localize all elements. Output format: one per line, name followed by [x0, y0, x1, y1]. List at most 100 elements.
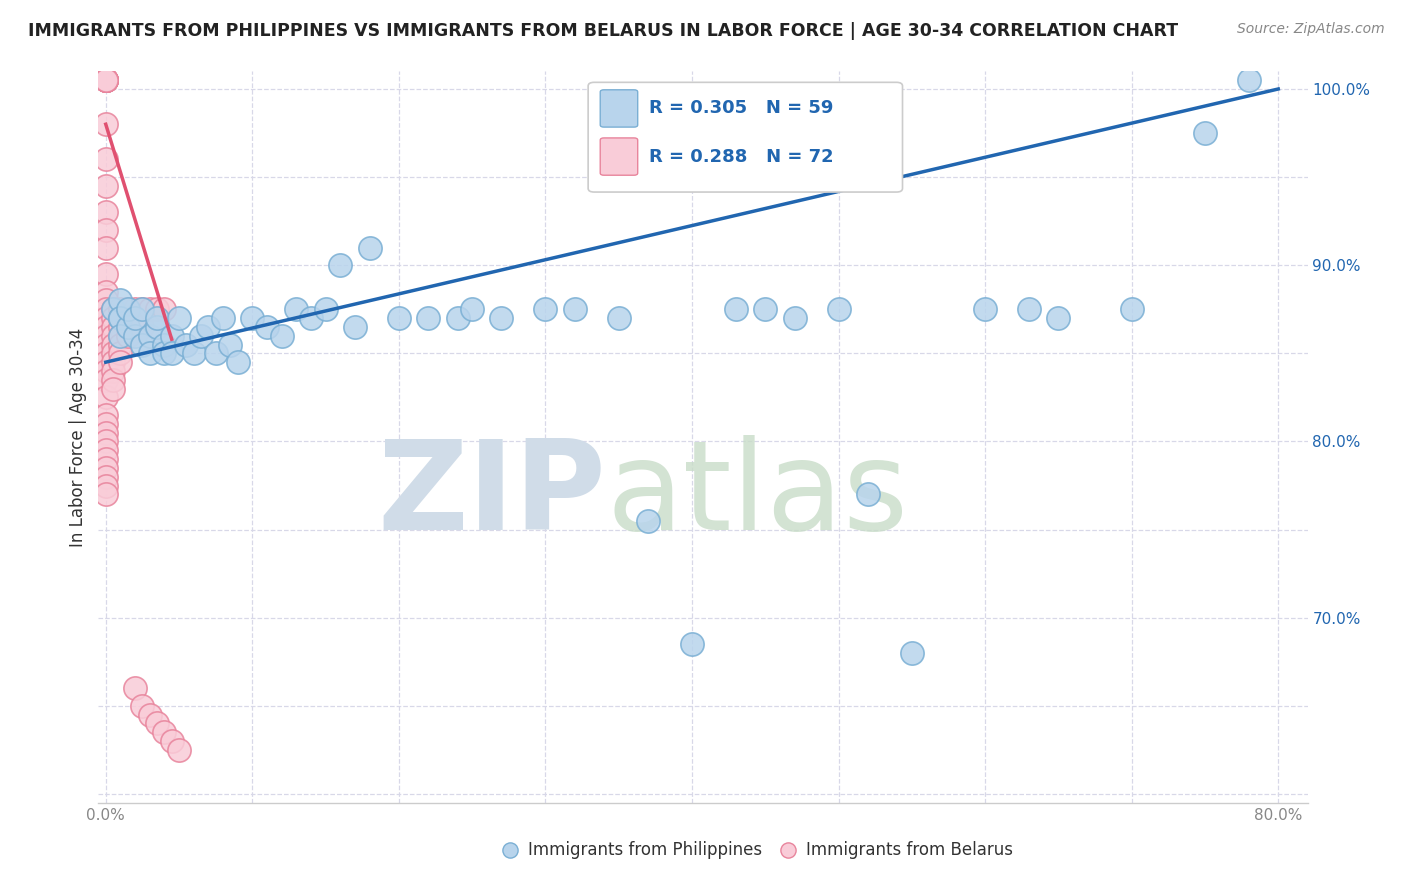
Point: [94, 355, 117, 369]
Point: [94, 205, 117, 219]
Text: R = 0.288   N = 72: R = 0.288 N = 72: [648, 147, 834, 166]
Text: ZIP: ZIP: [378, 435, 606, 556]
Text: R = 0.305   N = 59: R = 0.305 N = 59: [648, 99, 832, 118]
Point: [110, 328, 132, 343]
Point: [110, 346, 132, 360]
Point: [117, 320, 139, 334]
Point: [117, 328, 139, 343]
FancyBboxPatch shape: [600, 90, 638, 127]
Point: [359, 241, 381, 255]
Point: [101, 355, 124, 369]
Point: [94, 443, 117, 458]
Point: [343, 320, 366, 334]
Point: [94, 469, 117, 483]
Point: [160, 734, 183, 748]
Point: [1237, 73, 1260, 87]
Point: [94, 302, 117, 317]
Point: [461, 302, 484, 317]
Point: [974, 302, 997, 317]
Point: [219, 337, 242, 351]
Point: [94, 425, 117, 440]
Point: [146, 320, 169, 334]
Point: [101, 320, 124, 334]
Point: [131, 698, 153, 713]
Point: [138, 302, 160, 317]
Point: [117, 320, 139, 334]
Point: [491, 311, 513, 326]
Point: [101, 302, 124, 317]
Point: [110, 293, 132, 308]
Point: [901, 646, 924, 660]
Point: [1121, 302, 1143, 317]
Point: [190, 328, 212, 343]
Point: [1194, 126, 1216, 140]
Point: [138, 707, 160, 722]
Point: [94, 337, 117, 351]
Point: [131, 320, 153, 334]
Point: [101, 373, 124, 387]
Point: [94, 417, 117, 431]
Point: [153, 302, 176, 317]
Text: Immigrants from Philippines: Immigrants from Philippines: [527, 841, 762, 859]
Point: [146, 311, 169, 326]
Point: [94, 73, 117, 87]
Point: [94, 487, 117, 501]
Point: [101, 382, 124, 396]
Point: [94, 223, 117, 237]
Point: [212, 311, 235, 326]
Point: [240, 311, 263, 326]
Point: [94, 73, 117, 87]
Point: [564, 302, 586, 317]
Point: [285, 302, 308, 317]
Point: [110, 311, 132, 326]
FancyBboxPatch shape: [588, 82, 903, 192]
Point: [637, 514, 659, 528]
Point: [94, 364, 117, 378]
Point: [124, 311, 146, 326]
Point: [418, 311, 440, 326]
Point: [256, 320, 278, 334]
Point: [146, 302, 169, 317]
Point: [160, 328, 183, 343]
Point: [681, 637, 703, 651]
Point: [110, 328, 132, 343]
Point: [94, 408, 117, 422]
Point: [94, 293, 117, 308]
Point: [94, 328, 117, 343]
Point: [110, 337, 132, 351]
Point: [94, 73, 117, 87]
Point: [94, 117, 117, 131]
Point: [101, 328, 124, 343]
Point: [138, 328, 160, 343]
Point: [110, 311, 132, 326]
Point: [1047, 311, 1070, 326]
Point: [110, 302, 132, 317]
Text: atlas: atlas: [606, 435, 908, 556]
Point: [783, 311, 806, 326]
Text: IMMIGRANTS FROM PHILIPPINES VS IMMIGRANTS FROM BELARUS IN LABOR FORCE | AGE 30-3: IMMIGRANTS FROM PHILIPPINES VS IMMIGRANT…: [28, 22, 1178, 40]
Point: [1018, 302, 1040, 317]
Point: [124, 302, 146, 317]
Point: [176, 337, 198, 351]
Point: [754, 302, 776, 317]
Point: [534, 302, 557, 317]
Point: [94, 178, 117, 193]
Point: [94, 373, 117, 387]
Point: [299, 311, 322, 326]
Point: [94, 461, 117, 475]
Point: [138, 346, 160, 360]
Point: [117, 302, 139, 317]
Point: [101, 302, 124, 317]
Point: [131, 302, 153, 317]
Point: [124, 328, 146, 343]
Point: [131, 337, 153, 351]
Point: [183, 346, 205, 360]
Point: [94, 391, 117, 405]
Point: [131, 302, 153, 317]
Point: [270, 328, 292, 343]
Point: [94, 346, 117, 360]
Text: Source: ZipAtlas.com: Source: ZipAtlas.com: [1237, 22, 1385, 37]
Point: [101, 364, 124, 378]
Point: [117, 302, 139, 317]
Point: [167, 743, 190, 757]
